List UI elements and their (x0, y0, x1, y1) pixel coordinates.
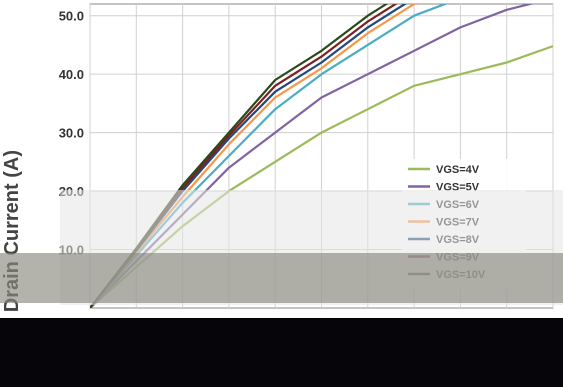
artifact-band-dark (0, 253, 563, 303)
y-tick-label: 40.0 (59, 67, 84, 82)
y-tick-label: 50.0 (59, 9, 84, 24)
y-tick-label: 30.0 (59, 126, 84, 141)
legend-label: VGS=4V (436, 164, 480, 176)
artifact-band-black (0, 318, 563, 387)
